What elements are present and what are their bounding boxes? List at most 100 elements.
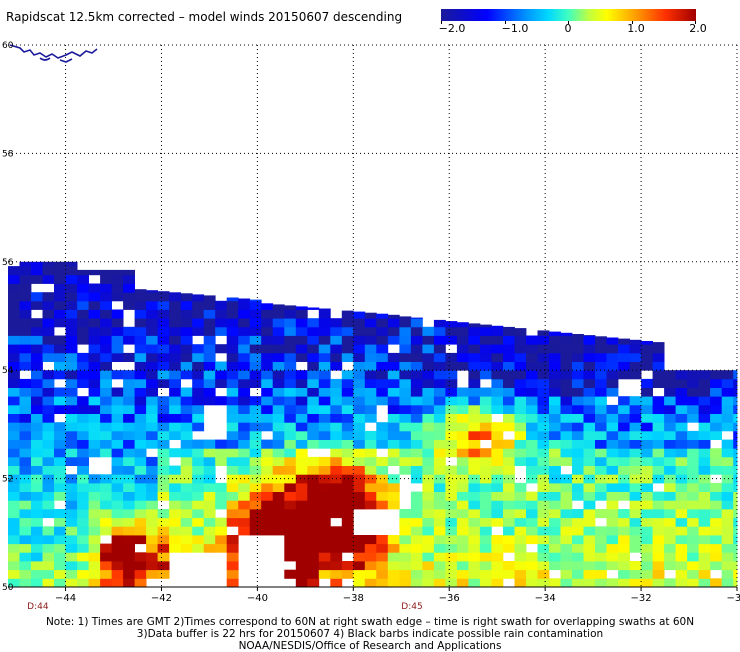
heatmap-cell: [284, 456, 297, 466]
heatmap-cell: [8, 465, 20, 475]
heatmap-cell: [284, 448, 297, 458]
heatmap-cell: [146, 318, 158, 328]
heatmap-cell: [249, 474, 262, 484]
heatmap-cell: [318, 509, 331, 519]
heatmap-cell: [330, 456, 343, 466]
heatmap-cell: [675, 491, 688, 501]
heatmap-cell: [618, 543, 630, 553]
heatmap-cell: [19, 413, 32, 423]
heatmap-cell: [353, 439, 366, 449]
heatmap-cell: [479, 456, 492, 466]
heatmap-cell: [192, 500, 205, 510]
heatmap-cell: [169, 361, 181, 371]
heatmap-cell: [595, 370, 607, 380]
heatmap-cell: [387, 456, 400, 466]
heatmap-cell: [123, 517, 135, 527]
heatmap-cell: [572, 413, 584, 423]
heatmap-cell: [341, 326, 354, 336]
heatmap-cell: [284, 387, 297, 397]
heatmap-cell: [88, 543, 101, 553]
heatmap-cell: [664, 430, 676, 440]
heatmap-cell: [514, 430, 527, 440]
heatmap-cell: [583, 404, 596, 414]
heatmap-cell: [295, 422, 308, 432]
heatmap-cell: [203, 378, 216, 388]
heatmap-cell: [479, 404, 492, 414]
heatmap-cell: [341, 456, 354, 466]
heatmap-cell: [8, 456, 20, 466]
heatmap-cell: [468, 413, 481, 423]
heatmap-cell: [77, 396, 89, 406]
heatmap-cell: [364, 456, 377, 466]
heatmap-cell: [606, 456, 619, 466]
heatmap-cell: [376, 561, 389, 571]
heatmap-cell: [134, 509, 147, 519]
heatmap-cell: [652, 439, 665, 449]
heatmap-cell: [100, 430, 112, 440]
heatmap-cell: [284, 378, 297, 388]
heatmap-cell: [410, 422, 423, 432]
heatmap-cell: [42, 500, 55, 510]
heatmap-cell: [433, 370, 446, 380]
heatmap-cell: [42, 266, 55, 276]
heatmap-cell: [238, 352, 251, 362]
heatmap-cell: [595, 396, 607, 406]
heatmap-cell: [537, 474, 550, 484]
heatmap-cell: [341, 413, 354, 423]
heatmap-cell: [433, 422, 446, 432]
heatmap-cell: [560, 482, 573, 492]
heatmap-cell: [88, 561, 101, 571]
heatmap-cell: [180, 456, 193, 466]
heatmap-cell: [526, 578, 538, 588]
heatmap-cell: [410, 448, 423, 458]
heatmap-cell: [31, 500, 43, 510]
heatmap-cell: [134, 309, 147, 319]
heatmap-cell: [215, 517, 228, 527]
heatmap-cell: [606, 344, 619, 354]
heatmap-cell: [146, 535, 158, 545]
heatmap-cell: [226, 352, 239, 362]
heatmap-cell: [169, 318, 181, 328]
heatmap-cell: [364, 352, 377, 362]
heatmap-cell: [433, 335, 446, 345]
heatmap-cell: [8, 396, 20, 406]
heatmap-cell: [503, 439, 515, 449]
heatmap-cell: [618, 370, 630, 380]
heatmap-cell: [422, 335, 435, 345]
heatmap-cell: [479, 430, 492, 440]
heatmap-cell: [134, 404, 147, 414]
heatmap-cell: [226, 318, 239, 328]
heatmap-cell: [618, 344, 630, 354]
heatmap-cell: [549, 535, 561, 545]
heatmap-cell: [180, 387, 193, 397]
heatmap-cell: [560, 344, 573, 354]
heatmap-cell: [284, 482, 297, 492]
heatmap-cell: [42, 370, 55, 380]
heatmap-cell: [583, 491, 596, 501]
heatmap-cell: [595, 552, 607, 562]
heatmap-cell: [456, 474, 469, 484]
heatmap-cell: [330, 326, 343, 336]
heatmap-cell: [456, 422, 469, 432]
heatmap-cell: [134, 552, 147, 562]
heatmap-cell: [353, 378, 366, 388]
heatmap-cell: [549, 482, 561, 492]
heatmap-cell: [710, 448, 722, 458]
heatmap-cell: [203, 335, 216, 345]
heatmap-cell: [100, 326, 112, 336]
heatmap-cell: [503, 352, 515, 362]
heatmap-cell: [272, 526, 285, 536]
heatmap-cell: [318, 344, 331, 354]
heatmap-cell: [100, 404, 112, 414]
heatmap-cell: [318, 526, 331, 536]
heatmap-cell: [123, 378, 135, 388]
x-tick-label: −30: [726, 593, 740, 604]
heatmap-cell: [629, 535, 642, 545]
heatmap-cell: [526, 344, 538, 354]
heatmap-cell: [537, 465, 550, 475]
colorbar-label-min: −2.0: [438, 22, 466, 35]
heatmap-cell: [652, 430, 665, 440]
heatmap-cell: [318, 352, 331, 362]
heatmap-cell: [410, 526, 423, 536]
heatmap-cell: [226, 370, 239, 380]
